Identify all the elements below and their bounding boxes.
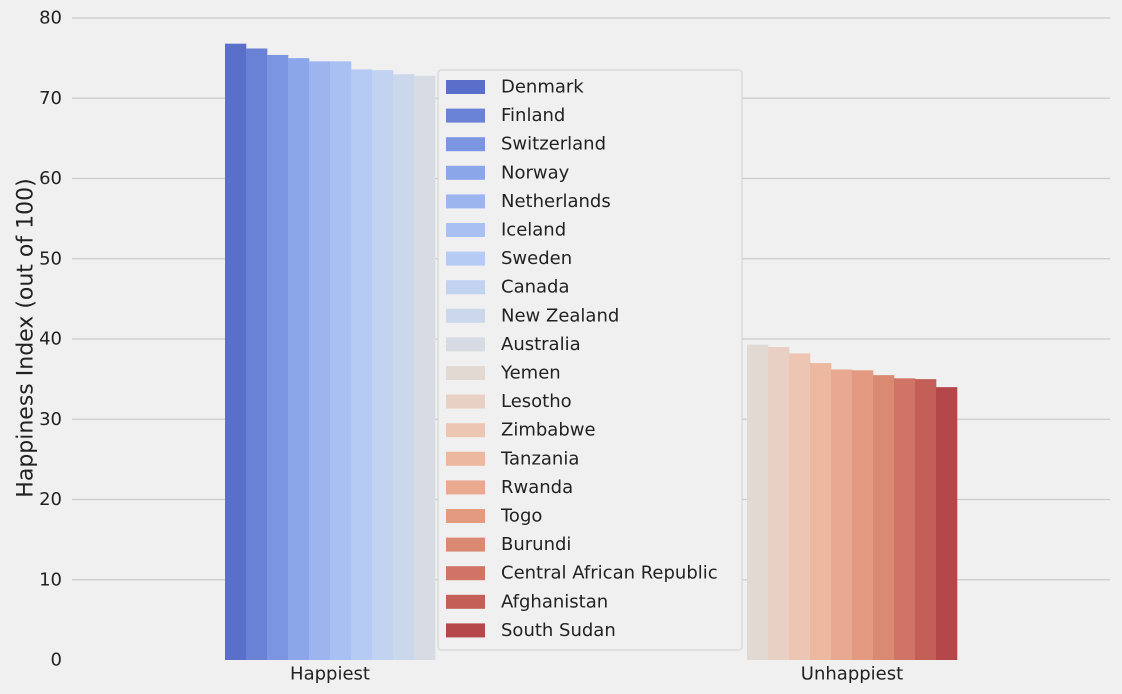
legend-label: Burundi: [501, 534, 571, 555]
legend-label: Iceland: [501, 220, 566, 241]
legend-swatch: [446, 509, 485, 523]
legend-swatch: [446, 80, 485, 94]
bars: [225, 43, 958, 661]
legend-item: Rwanda: [446, 477, 573, 498]
bar-rwanda: [831, 369, 853, 660]
legend-label: Australia: [501, 334, 581, 355]
y-tick-label: 40: [39, 329, 62, 350]
legend-label: New Zealand: [501, 305, 619, 326]
y-axis-ticks: 0 10 20 30 40 50 60 70 80: [39, 8, 62, 671]
legend-label: South Sudan: [501, 620, 616, 641]
legend-swatch: [446, 394, 485, 409]
legend-item: Zimbabwe: [446, 420, 596, 441]
x-tick-label: Happiest: [290, 664, 370, 685]
legend-label: Rwanda: [501, 477, 573, 498]
legend-label: Norway: [501, 162, 570, 183]
bar-zimbabwe: [789, 353, 811, 660]
legend-item: Finland: [446, 105, 565, 126]
y-tick-label: 30: [39, 409, 62, 430]
bar-switzerland: [267, 54, 289, 661]
legend-swatch: [446, 480, 485, 495]
y-tick-label: 10: [39, 569, 62, 590]
legend-item: Netherlands: [446, 191, 611, 212]
bar-canada: [372, 70, 394, 661]
legend-label: Finland: [501, 105, 565, 126]
bar-netherlands: [309, 61, 331, 660]
legend-item: Tanzania: [446, 448, 579, 469]
legend-swatch: [446, 308, 485, 323]
bar-sweden: [351, 69, 373, 661]
legend-label: Togo: [500, 506, 542, 527]
legend-swatch: [446, 251, 485, 266]
legend-swatch: [446, 223, 485, 237]
legend-label: Yemen: [500, 363, 561, 384]
y-tick-label: 70: [39, 88, 62, 109]
bar-new-zealand: [393, 74, 415, 661]
y-tick-label: 20: [39, 489, 62, 510]
legend-swatch: [446, 337, 485, 352]
y-tick-label: 0: [51, 650, 62, 671]
legend-item: Australia: [446, 334, 581, 355]
legend-item: Afghanistan: [446, 591, 608, 612]
legend-label: Denmark: [501, 77, 584, 98]
legend-item: Switzerland: [446, 134, 606, 155]
bar-afghanistan: [915, 379, 937, 660]
legend-label: Netherlands: [501, 191, 611, 212]
bar-south-sudan: [936, 387, 958, 660]
legend-label: Zimbabwe: [501, 420, 596, 441]
legend-label: Tanzania: [500, 448, 579, 469]
bar-australia: [414, 75, 436, 660]
legend-label: Afghanistan: [501, 591, 608, 612]
y-axis-title: Happiness Index (out of 100): [14, 178, 39, 497]
legend-item: Togo: [446, 506, 542, 527]
bar-burundi: [873, 375, 895, 660]
legend-label: Lesotho: [501, 391, 572, 412]
legend-item: Canada: [446, 277, 570, 298]
legend-swatch: [446, 451, 485, 466]
y-tick-label: 60: [39, 168, 62, 189]
bar-lesotho: [768, 347, 790, 660]
legend-box: [437, 69, 743, 651]
legend-item: Denmark: [446, 77, 584, 98]
legend-label: Switzerland: [501, 134, 606, 155]
legend-item: New Zealand: [446, 305, 619, 326]
x-tick-label: Unhappiest: [801, 664, 903, 685]
legend-swatch: [446, 108, 485, 123]
legend-swatch: [446, 594, 485, 609]
legend-swatch: [446, 280, 485, 295]
bar-denmark: [225, 43, 247, 661]
legend-item: South Sudan: [446, 620, 616, 641]
bar-tanzania: [810, 363, 832, 660]
legend-item: Burundi: [446, 534, 571, 555]
bar-yemen: [747, 344, 769, 660]
legend-label: Canada: [501, 277, 570, 298]
x-axis-ticks: Happiest Unhappiest: [290, 664, 903, 685]
legend-swatch: [446, 623, 485, 638]
legend-swatch: [446, 566, 485, 581]
legend-item: Norway: [446, 162, 570, 183]
legend-swatch: [446, 423, 485, 438]
legend-item: Sweden: [446, 248, 572, 269]
legend-item: Lesotho: [446, 391, 572, 412]
legend-swatch: [446, 366, 485, 380]
legend-swatch: [446, 137, 485, 152]
legend-swatch: [446, 165, 485, 180]
bar-togo: [852, 370, 874, 660]
bar-iceland: [330, 61, 352, 660]
bar-finland: [246, 48, 268, 661]
legend-swatch: [446, 537, 485, 552]
legend-label: Central African Republic: [501, 563, 718, 584]
legend-item: Central African Republic: [446, 563, 718, 584]
y-tick-label: 80: [39, 8, 62, 29]
bar-central-african-republic: [894, 378, 916, 660]
bar-norway: [288, 58, 310, 660]
legend-item: Yemen: [446, 363, 561, 384]
legend: Denmark Finland Switzerland Norway Netherlan…: [437, 69, 743, 651]
legend-label: Sweden: [501, 248, 572, 269]
legend-swatch: [446, 194, 485, 209]
legend-item: Iceland: [446, 220, 566, 241]
y-tick-label: 50: [39, 248, 62, 269]
